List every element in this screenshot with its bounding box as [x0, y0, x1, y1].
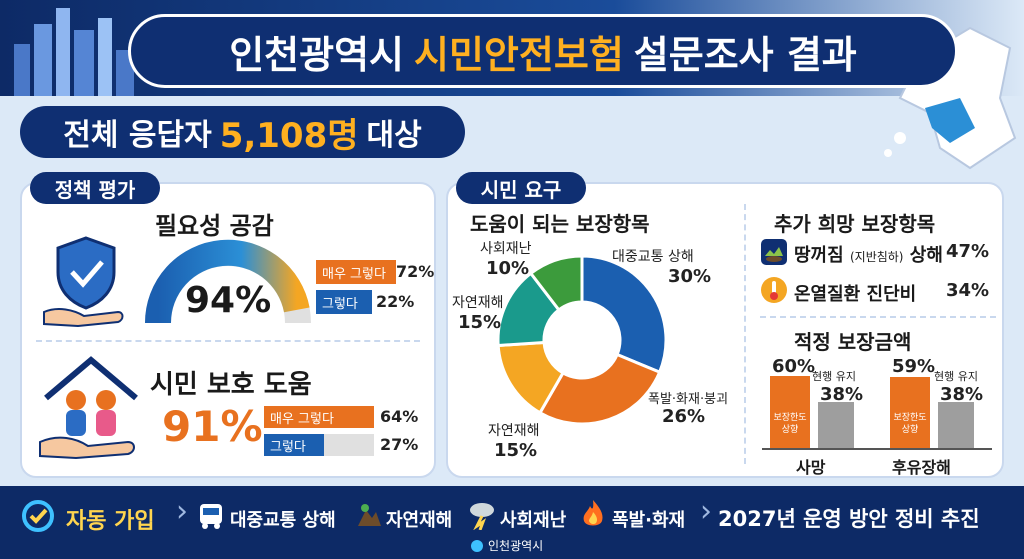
amount-2-increase-label: 보장한도 상향	[893, 413, 927, 435]
divider	[744, 204, 746, 464]
amount-1-keep-pct: 38%	[820, 384, 864, 405]
protection-item-1-pct: 64%	[380, 407, 419, 426]
storm-icon	[470, 503, 494, 530]
necessity-total: 94%	[185, 280, 272, 321]
policy-panel	[20, 182, 436, 478]
necessity-item-2-label: 그렇다	[316, 290, 372, 314]
helpful-pie-chart	[496, 254, 668, 426]
plan-text: 2027년 운영 방안 정비 추진	[718, 507, 980, 531]
pie-pct-2: 26%	[662, 406, 706, 427]
bottom-item-2: 자연재해	[386, 510, 453, 531]
protection-item-1-label: 매우 그렇다	[264, 406, 375, 428]
family-house-icon	[39, 356, 138, 460]
necessity-item-2-pct: 22%	[376, 292, 415, 311]
thermometer-icon	[761, 277, 787, 303]
amount-2-name: 후유장해	[892, 458, 951, 477]
additional-item-2-label: 온열질환 진단비	[794, 284, 917, 305]
fire-icon	[583, 500, 603, 526]
additional-item-1-pct: 47%	[946, 241, 990, 262]
necessity-item-1-pct: 72%	[396, 262, 435, 281]
amount-2-increase-bar	[890, 377, 930, 448]
helpful-title: 도움이 되는 보장항목	[470, 212, 650, 236]
pie-pct-1: 30%	[668, 266, 712, 287]
amount-1-increase-bar	[770, 376, 810, 448]
auto-join: 자동 가입	[66, 509, 155, 534]
title-highlight: 시민안전보험	[414, 32, 624, 77]
landslide-icon	[358, 504, 381, 526]
additional-title: 추가 희망 보장항목	[774, 212, 936, 236]
amount-1-increase-label: 보장한도 상향	[773, 413, 807, 435]
respondents-count: 5,108명	[219, 115, 359, 156]
divider	[760, 316, 996, 318]
amount-1-name: 사망	[796, 458, 826, 477]
amount-1-increase-pct: 60%	[772, 356, 816, 377]
gauge-fill	[144, 239, 310, 324]
amount-1-keep-bar	[818, 402, 854, 448]
bottom-item-3: 사회재난	[500, 510, 567, 531]
pie-pct-4: 15%	[458, 312, 502, 333]
bottom-item-1: 대중교통 상해	[230, 510, 336, 531]
amount-2-keep-pct: 38%	[940, 384, 984, 405]
amount-baseline	[762, 448, 992, 450]
pie-label-1: 대중교통 상해	[612, 249, 694, 265]
necessity-item-1-label: 매우 그렇다	[316, 260, 396, 284]
protection-item-2-label: 그렇다	[264, 434, 324, 456]
city-skyline-icon	[14, 8, 134, 96]
city-logo-icon	[471, 539, 483, 552]
pie-label-3: 자연재해	[488, 423, 540, 439]
bottom-banner	[0, 486, 1024, 559]
respondents-suffix: 대상	[366, 118, 422, 153]
citizen-tag: 시민 요구	[456, 172, 586, 204]
amount-2-keep-bar	[938, 402, 974, 448]
divider	[36, 340, 420, 342]
pie-label-4: 자연재해	[452, 295, 504, 311]
protection-item-2-pct: 27%	[380, 435, 419, 454]
pie-pct-5: 10%	[486, 258, 530, 279]
chevron-right-icon: ›	[700, 494, 712, 529]
page-title: 인천광역시 시민안전보험 설문조사 결과	[128, 14, 958, 88]
chevron-right-icon: ›	[176, 494, 188, 529]
bus-icon	[200, 504, 222, 529]
pie-pct-3: 15%	[494, 440, 538, 461]
logo-text: 인천광역시	[488, 539, 544, 553]
protection-title: 시민 보호 도움	[150, 370, 312, 400]
pie-label-5: 사회재난	[480, 241, 532, 257]
pie-label-2: 폭발·화재·붕괴	[648, 392, 729, 407]
necessity-title: 필요성 공감	[155, 212, 274, 240]
amount-2-keep-label: 현행 유지	[934, 370, 978, 383]
logo: 인천광역시	[470, 537, 543, 554]
policy-tag: 정책 평가	[30, 172, 160, 204]
amount-1-keep-label: 현행 유지	[812, 370, 856, 383]
bottom-item-4: 폭발·화재	[612, 510, 686, 531]
necessity-gauge	[144, 239, 311, 324]
title-text: 인천광역시	[229, 32, 405, 77]
pie-center	[544, 302, 620, 378]
title-text-post: 설문조사 결과	[633, 32, 857, 77]
auto-renew-icon	[22, 500, 54, 532]
amount-2-increase-pct: 59%	[892, 356, 936, 377]
amount-title: 적정 보장금액	[794, 330, 912, 354]
additional-item-1: 땅꺼짐 (지반침하) 상해	[794, 241, 943, 267]
respondents-banner: 전체 응답자 5,108명 대상	[20, 106, 465, 158]
shield-hand-icon	[43, 236, 124, 328]
sinkhole-icon	[761, 239, 787, 265]
additional-item-2-pct: 34%	[946, 280, 990, 301]
protection-total: 91%	[162, 402, 263, 451]
additional-item-1-suffix: 상해	[909, 245, 943, 266]
additional-item-1-label: 땅꺼짐	[794, 245, 844, 266]
respondents-label: 전체 응답자	[63, 118, 212, 153]
additional-item-1-sub: (지반침하)	[849, 250, 904, 264]
